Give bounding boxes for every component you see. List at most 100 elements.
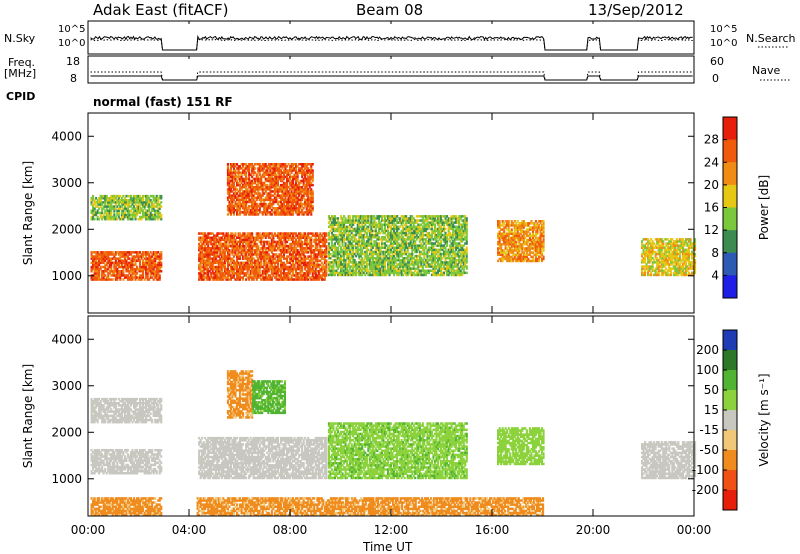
echo-cell (210, 265, 213, 269)
echo-cell (137, 194, 140, 198)
echo-cell (249, 192, 252, 195)
echo-cell (284, 165, 287, 168)
echo-cell (304, 265, 307, 269)
echo-cell (145, 203, 148, 206)
echo-cell (340, 215, 343, 218)
echo-cell (108, 215, 111, 219)
echo-cell (327, 265, 331, 268)
echo-cell (136, 201, 139, 204)
echo-cell (248, 242, 251, 246)
echo-cell (242, 177, 245, 181)
echo-cell (333, 223, 337, 226)
echo-cell (338, 257, 341, 260)
echo-cell (140, 278, 143, 281)
echo-cell (330, 238, 334, 241)
echo-cell (287, 169, 290, 172)
echo-cell (295, 242, 298, 246)
echo-cell (346, 257, 349, 260)
echo-cell (308, 207, 311, 210)
echo-cell (96, 272, 99, 275)
echo-cell (251, 192, 254, 195)
echo-cell (258, 267, 261, 271)
echo-cell (146, 197, 149, 200)
echo-cell (272, 211, 275, 214)
echo-cell (246, 188, 249, 191)
echo-cell (261, 211, 264, 214)
echo-cell (299, 169, 302, 172)
echo-cell (155, 201, 158, 204)
echo-cell (307, 175, 310, 179)
echo-cell (228, 181, 231, 185)
echo-cell (108, 209, 111, 212)
echo-cell (275, 177, 278, 181)
echo-cell (254, 267, 257, 271)
echo-cell (349, 227, 352, 231)
echo-cell (281, 204, 284, 208)
echo-cell (333, 254, 337, 258)
echo-cell (296, 263, 299, 267)
echo-cell (243, 181, 246, 185)
echo-cell (314, 240, 317, 244)
echo-cell (243, 240, 246, 244)
echo-cell (248, 171, 251, 174)
echo-cell (113, 270, 116, 273)
echo-cell (243, 209, 246, 212)
echo-cell (310, 236, 313, 239)
echo-cell (151, 270, 154, 273)
echo-cell (270, 278, 273, 281)
echo-cell (263, 261, 266, 265)
echo-cell (311, 177, 314, 181)
echo-cell (353, 252, 356, 256)
echo-cell (145, 199, 148, 202)
echo-cell (243, 211, 246, 214)
echo-cell (337, 223, 340, 226)
echo-cell (258, 270, 261, 273)
echo-cell (93, 270, 96, 273)
echo-cell (304, 175, 307, 179)
echo-cell (207, 253, 210, 256)
echo-cell (232, 165, 236, 168)
echo-cell (323, 253, 326, 256)
echo-cell (149, 267, 152, 271)
echo-cell (213, 253, 216, 256)
echo-cell (108, 205, 111, 208)
echo-cell (242, 238, 245, 242)
echo-cell (298, 265, 301, 269)
echo-cell (264, 267, 267, 271)
echo-cell (108, 253, 111, 256)
echo-cell (98, 217, 101, 221)
echo-cell (305, 213, 308, 216)
echo-cell (101, 274, 104, 277)
echo-cell (302, 274, 305, 277)
echo-cell (355, 240, 358, 243)
echo-cell (341, 248, 344, 252)
echo-cell (222, 244, 225, 248)
echo-cell (134, 203, 137, 206)
echo-cell (301, 196, 304, 199)
echo-cell (146, 263, 149, 267)
echo-cell (333, 233, 337, 237)
echo-cell (276, 192, 280, 195)
echo-cell (335, 229, 338, 233)
echo-cell (251, 196, 254, 199)
echo-cell (219, 265, 222, 269)
echo-cell (239, 234, 242, 237)
echo-cell (231, 276, 234, 279)
echo-cell (239, 232, 242, 235)
echo-cell (232, 263, 236, 267)
echo-cell (239, 202, 242, 206)
echo-cell (282, 238, 286, 242)
echo-cell (343, 263, 346, 266)
echo-cell (213, 267, 216, 271)
echo-cell (263, 276, 266, 279)
echo-cell (279, 163, 283, 166)
echo-cell (210, 274, 213, 277)
echo-cell (254, 265, 257, 269)
echo-cell (261, 270, 264, 273)
echo-cell (236, 167, 239, 170)
echo-cell (240, 240, 243, 244)
echo-cell (146, 203, 149, 206)
echo-cell (267, 192, 270, 195)
echo-cell (260, 211, 263, 214)
echo-cell (258, 232, 261, 235)
